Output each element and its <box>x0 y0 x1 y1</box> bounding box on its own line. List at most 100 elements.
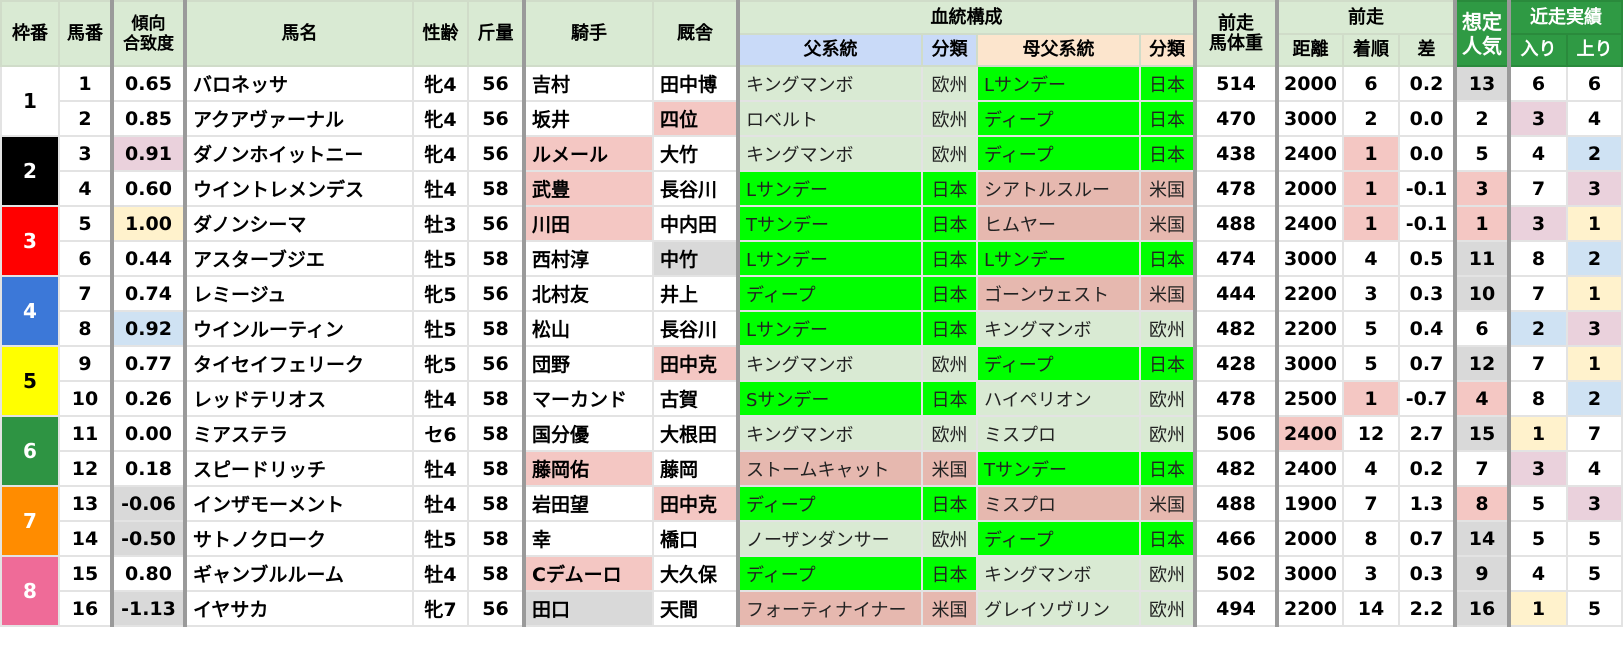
trainer-cell: 天間 <box>652 590 739 627</box>
entry-cell: 5 <box>1507 485 1569 522</box>
jockey-cell: 坂井 <box>522 100 654 137</box>
weight-cell: 56 <box>467 590 525 627</box>
up-cell: 4 <box>1566 450 1624 487</box>
jockey-cell: 幸 <box>522 520 654 557</box>
up-cell: 1 <box>1566 275 1624 312</box>
pop-cell: 9 <box>1453 555 1511 592</box>
num-cell: 6 <box>58 240 113 277</box>
sire-cls-cell: 欧州 <box>921 100 978 137</box>
sire-cls-cell: 日本 <box>921 310 978 347</box>
entry-cell: 7 <box>1507 275 1569 312</box>
trainer-cell: 橋口 <box>652 520 739 557</box>
name-cell: アスターブジエ <box>183 240 414 277</box>
diff-cell: 0.5 <box>1397 240 1457 277</box>
trainer-cell: 長谷川 <box>652 310 739 347</box>
sexage-cell: 牝4 <box>412 135 469 172</box>
waku-cell: 7 <box>0 485 60 557</box>
table-row: 1 1 0.65 バロネッサ 牝4 56 吉村 田中博 キングマンボ 欧州 Lサンデー 日本 514 20… <box>0 65 1624 137</box>
dist-cell: 2400 <box>1275 205 1344 242</box>
diff-cell: 1.3 <box>1397 485 1457 522</box>
num-cell: 15 <box>58 555 113 592</box>
diff-cell: 0.0 <box>1397 135 1457 172</box>
sire-cell: ディープ <box>736 555 923 592</box>
name-cell: ミアステラ <box>183 415 414 452</box>
weight-cell: 56 <box>467 135 525 172</box>
jockey-cell: 吉村 <box>522 65 654 102</box>
pop-cell: 14 <box>1453 520 1511 557</box>
pop-cell: 4 <box>1453 380 1511 417</box>
weight-cell: 56 <box>467 65 525 102</box>
damsire-cell: ミスプロ <box>976 415 1141 452</box>
weight-cell: 56 <box>467 345 525 382</box>
table-row: 7 13 -0.06 インザモーメント 牡4 58 岩田望 田中克 ディープ 日本 ミスプロ 米国 48… <box>0 485 1624 557</box>
damsire-cls-cell: 日本 <box>1139 450 1196 487</box>
score-cell: -0.06 <box>110 485 186 522</box>
damsire-cell: グレイソヴリン <box>976 590 1141 627</box>
diff-cell: 0.2 <box>1397 65 1457 102</box>
score-cell: 0.18 <box>110 450 186 487</box>
weight-cell: 58 <box>467 240 525 277</box>
score-cell: 0.85 <box>110 100 186 137</box>
score-cell: 0.00 <box>110 415 186 452</box>
rank-cell: 8 <box>1342 520 1400 557</box>
sire-cell: Lサンデー <box>736 170 923 207</box>
sire-cls-cell: 日本 <box>921 240 978 277</box>
table-row: 8 15 0.80 ギャンブルルーム 牡4 58 Cデムーロ 大久保 ディープ 日本 キングマンボ欧… <box>0 555 1624 627</box>
dist-cell: 2400 <box>1275 450 1344 487</box>
entry-cell: 4 <box>1507 135 1569 172</box>
damsire-cell: ハイペリオン <box>976 380 1141 417</box>
sexage-cell: 牝4 <box>412 100 469 137</box>
sexage-cell: 牡3 <box>412 205 469 242</box>
diff-cell: -0.1 <box>1397 170 1457 207</box>
header-name: 馬名 <box>183 0 414 67</box>
score-cell: 0.65 <box>110 65 186 102</box>
body-cell: 438 <box>1193 135 1278 172</box>
name-cell: ウイントレメンデス <box>183 170 414 207</box>
header-damsire: 母父系統 <box>976 33 1141 67</box>
sire-cls-cell: 日本 <box>921 170 978 207</box>
pop-cell: 10 <box>1453 275 1511 312</box>
name-cell: アクアヴァーナル <box>183 100 414 137</box>
header-trainer: 厩舎 <box>652 0 739 67</box>
damsire-cls-cell: 日本 <box>1139 135 1196 172</box>
rank-cell: 7 <box>1342 485 1400 522</box>
table-row: 10 0.26 レッドテリオス 牡4 58 マーカンド 古賀 Sサンデー 日本 ハイペリオン 欧州 4… <box>1 380 1624 417</box>
header-umaban: 馬番 <box>58 0 113 67</box>
body-cell: 482 <box>1193 450 1278 487</box>
sexage-cell: 牡5 <box>412 240 469 277</box>
body-cell: 444 <box>1193 275 1278 312</box>
diff-cell: 0.4 <box>1397 310 1457 347</box>
diff-cell: 0.3 <box>1397 555 1457 592</box>
diff-cell: 0.7 <box>1397 520 1457 557</box>
up-cell: 5 <box>1566 590 1624 627</box>
waku-cell: 5 <box>0 345 60 417</box>
sire-cell: ディープ <box>736 275 923 312</box>
num-cell: 10 <box>58 380 113 417</box>
up-cell: 3 <box>1566 170 1624 207</box>
diff-cell: 2.2 <box>1397 590 1457 627</box>
damsire-cls-cell: 日本 <box>1139 240 1196 277</box>
dist-cell: 2500 <box>1275 380 1344 417</box>
body-cell: 478 <box>1193 380 1278 417</box>
dist-cell: 3000 <box>1275 555 1344 592</box>
rank-cell: 1 <box>1342 380 1400 417</box>
trainer-cell: 四位 <box>652 100 739 137</box>
damsire-cls-cell: 欧州 <box>1139 415 1196 452</box>
sire-cls-cell: 欧州 <box>921 520 978 557</box>
num-cell: 9 <box>58 345 113 382</box>
num-cell: 13 <box>58 485 113 522</box>
num-cell: 8 <box>58 310 113 347</box>
header-diff: 差 <box>1397 33 1457 67</box>
up-cell: 2 <box>1566 135 1624 172</box>
score-cell: 1.00 <box>110 205 186 242</box>
diff-cell: 0.7 <box>1397 345 1457 382</box>
trainer-cell: 中竹 <box>652 240 739 277</box>
header-prev-race: 前走 <box>1274 0 1457 35</box>
damsire-cls-cell: 米国 <box>1139 485 1196 522</box>
up-cell: 4 <box>1566 100 1624 137</box>
rank-cell: 14 <box>1342 590 1400 627</box>
header-pedigree: 血統構成 <box>736 0 1196 35</box>
sire-cell: ロベルト <box>736 100 923 137</box>
trainer-cell: 中内田 <box>652 205 739 242</box>
header-up: 上り <box>1566 33 1624 67</box>
